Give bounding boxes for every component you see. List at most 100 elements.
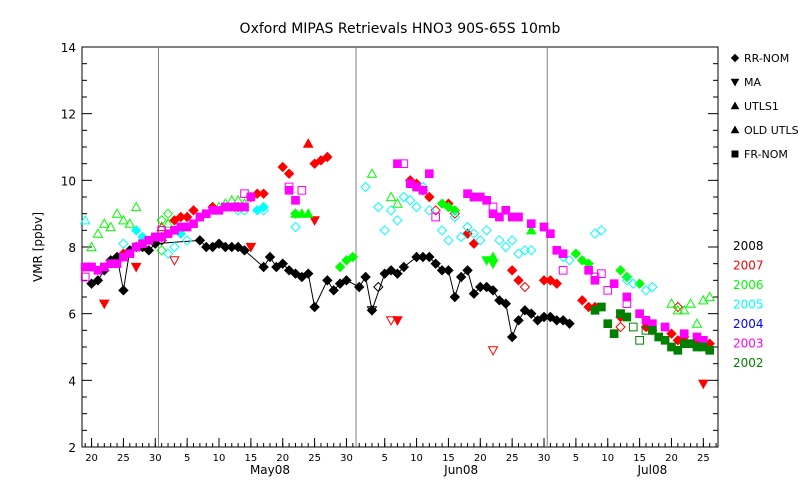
data-point: [481, 225, 492, 236]
data-point: [526, 219, 536, 228]
data-point: [468, 238, 480, 249]
data-point: [525, 224, 537, 235]
data-point: [597, 269, 606, 278]
data-point: [431, 212, 441, 222]
data-point: [93, 266, 103, 275]
legend-year: 2003: [733, 337, 764, 351]
data-point: [125, 249, 135, 258]
series-2007-ma: [98, 216, 709, 390]
data-point: [564, 318, 575, 329]
legend-symbol-diamond-icon: [730, 53, 740, 63]
series-2007-utls1: [302, 138, 314, 148]
data-point: [616, 309, 625, 318]
data-point: [399, 159, 409, 168]
data-point: [424, 251, 435, 263]
legend-symbol-triangle-up-icon: [730, 125, 740, 134]
y-tick-label: 6: [68, 308, 76, 322]
data-point: [506, 265, 518, 276]
data-point: [138, 239, 147, 248]
data-point: [246, 192, 256, 202]
y-tick-label: 10: [61, 174, 76, 188]
x-tick-label: 25: [117, 453, 130, 464]
data-point: [597, 302, 606, 312]
x-tick-label: 20: [665, 453, 678, 464]
y-tick-label: 2: [68, 441, 76, 455]
data-point: [468, 228, 480, 239]
x-tick-label: 10: [601, 453, 614, 464]
data-point: [462, 228, 473, 239]
y-axis-label: VMR [ppbv]: [31, 212, 45, 282]
data-point: [366, 306, 378, 316]
data-point: [519, 281, 531, 293]
data-point: [672, 304, 684, 315]
plot-frame: [81, 46, 719, 448]
data-point: [666, 328, 677, 339]
data-point: [678, 304, 690, 315]
legend-label: MA: [744, 76, 761, 89]
data-marks: [79, 138, 716, 390]
data-point: [392, 316, 403, 326]
data-point: [284, 182, 294, 192]
x-tick-label: 5: [382, 453, 388, 464]
x-tick-label: 15: [633, 453, 646, 464]
data-point: [475, 235, 486, 246]
data-point: [495, 212, 504, 222]
legend-year: 2008: [733, 239, 764, 253]
data-point: [170, 226, 179, 235]
data-point: [482, 196, 491, 205]
data-point: [558, 266, 568, 275]
x-tick-label: 20: [85, 453, 98, 464]
data-point: [80, 272, 90, 282]
data-point: [277, 258, 288, 269]
series-2003-fr-nom-open: [80, 159, 632, 308]
data-point: [488, 202, 498, 212]
x-tick-label: 30: [538, 453, 551, 464]
data-point: [621, 275, 633, 286]
data-point: [169, 256, 180, 266]
data-point: [245, 242, 257, 253]
data-point: [291, 196, 300, 205]
series-2006-rr-nom: [290, 198, 645, 289]
data-point: [341, 275, 352, 286]
month-label: Jun08: [443, 463, 478, 477]
data-point: [398, 261, 410, 273]
data-point: [118, 238, 129, 249]
legend-symbol-square-icon: [731, 150, 739, 158]
data-point: [156, 215, 167, 226]
legend-item: RR-NOM: [730, 52, 789, 65]
data-point: [640, 285, 652, 296]
data-point: [157, 232, 166, 242]
data-point: [354, 281, 365, 293]
series-2006-rr-nom-open: [156, 208, 174, 256]
data-point: [513, 248, 524, 259]
data-point: [577, 295, 588, 306]
data-point: [513, 315, 524, 326]
data-point: [309, 301, 320, 313]
month-label: May08: [250, 463, 290, 477]
legend-item: OLD UTLS: [730, 124, 799, 137]
x-tick-label: 20: [276, 453, 289, 464]
data-point: [622, 299, 632, 308]
data-point: [130, 262, 142, 273]
data-point: [373, 201, 384, 213]
data-point: [112, 259, 122, 268]
data-point: [182, 222, 192, 232]
data-point: [111, 208, 123, 218]
series-2008-rr-nom: [86, 235, 575, 343]
data-point: [258, 261, 269, 273]
data-point: [546, 229, 555, 238]
data-point: [373, 281, 384, 293]
data-point: [92, 228, 104, 238]
data-point: [513, 275, 524, 286]
data-point: [468, 288, 480, 299]
data-point: [334, 261, 346, 273]
data-point: [443, 235, 454, 246]
data-point: [424, 191, 435, 203]
data-point: [322, 151, 333, 163]
data-point: [240, 189, 249, 198]
data-point: [704, 291, 716, 302]
data-point: [462, 265, 473, 276]
data-point: [392, 198, 403, 208]
data-point: [564, 255, 575, 266]
legend-item: FR-NOM: [731, 148, 788, 161]
